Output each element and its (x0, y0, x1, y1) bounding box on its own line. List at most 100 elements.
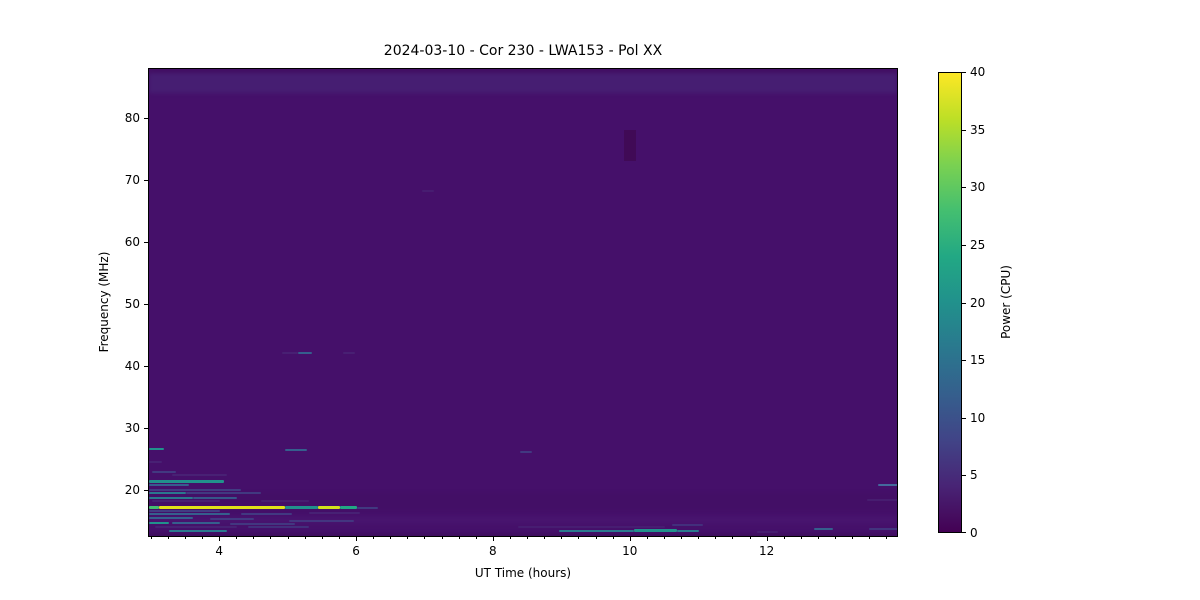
x-minor-tick (681, 537, 683, 539)
rfi-streak (671, 523, 703, 526)
colorbar-tick (962, 187, 966, 189)
rfi-streak (318, 506, 340, 510)
x-minor-tick (424, 537, 426, 539)
x-minor-tick (458, 537, 460, 539)
x-minor-tick (373, 537, 375, 539)
x-minor-tick (698, 537, 700, 539)
rfi-streak (343, 352, 355, 355)
colorbar-tick (962, 129, 966, 131)
x-minor-tick (253, 537, 255, 539)
y-tick-label: 80 (124, 111, 140, 126)
dropout-block (623, 130, 637, 162)
rfi-streak (149, 506, 159, 510)
x-major-tick (766, 537, 768, 541)
x-minor-tick (869, 537, 871, 539)
rfi-streak (285, 506, 319, 510)
rfi-streak (149, 509, 221, 512)
rfi-streak (558, 529, 635, 532)
rfi-streak (519, 450, 532, 453)
x-major-tick (356, 537, 358, 541)
x-minor-tick (321, 537, 323, 539)
x-minor-tick (852, 537, 854, 539)
rfi-streak (866, 499, 897, 502)
x-minor-tick (783, 537, 785, 539)
colorbar-label: Power (CPU) (999, 265, 1013, 339)
rfi-streak (192, 496, 238, 499)
rfi-streak (230, 522, 296, 525)
y-tick-label: 60 (124, 235, 140, 250)
x-minor-tick (732, 537, 734, 539)
rfi-streak (172, 522, 221, 525)
x-minor-tick (749, 537, 751, 539)
rfi-streak (151, 470, 176, 473)
x-minor-tick (544, 537, 546, 539)
rfi-streak (155, 525, 238, 528)
background-band (149, 515, 897, 525)
x-tick-label: 4 (215, 544, 223, 558)
colorbar (938, 72, 962, 533)
colorbar-tick (962, 532, 966, 533)
colorbar-tick (962, 72, 966, 73)
rfi-streak (288, 520, 354, 523)
background-band (149, 533, 897, 536)
y-major-tick (144, 242, 148, 244)
colorbar-tick-label: 15 (970, 353, 986, 368)
rfi-streak (878, 483, 897, 486)
y-major-tick (144, 118, 148, 120)
x-minor-tick (270, 537, 272, 539)
colorbar-tick-label: 5 (970, 468, 978, 483)
rfi-streak (868, 528, 897, 531)
rfi-streak (209, 517, 255, 520)
rfi-streak (149, 480, 224, 484)
y-major-tick (144, 366, 148, 367)
colorbar-tick-label: 20 (970, 295, 986, 310)
colorbar-tick-label: 10 (970, 410, 986, 425)
rfi-streak (149, 496, 193, 499)
rfi-streak (281, 352, 299, 355)
x-minor-tick (184, 537, 186, 539)
x-minor-tick (800, 537, 802, 539)
x-minor-tick (509, 537, 511, 539)
rfi-streak (149, 448, 165, 451)
colorbar-tick (962, 417, 966, 419)
rfi-streak (677, 529, 700, 532)
x-minor-tick (595, 537, 597, 539)
rfi-streak (298, 352, 312, 355)
y-tick-label: 50 (124, 297, 140, 312)
chart-title: 2024-03-10 - Cor 230 - LWA153 - Pol XX (383, 43, 663, 59)
y-major-tick (144, 489, 148, 491)
x-minor-tick (715, 537, 717, 539)
y-major-tick (144, 304, 148, 306)
colorbar-tick (962, 475, 966, 477)
x-minor-tick (236, 537, 238, 539)
x-minor-tick (527, 537, 529, 539)
x-major-tick (629, 537, 631, 541)
x-minor-tick (441, 537, 443, 539)
x-minor-tick (150, 537, 152, 539)
rfi-streak (261, 500, 310, 503)
rfi-streak (149, 488, 241, 491)
x-minor-tick (304, 537, 306, 539)
rfi-streak (285, 449, 308, 452)
rfi-streak (149, 512, 231, 515)
x-minor-tick (886, 537, 888, 539)
background-band (149, 69, 897, 73)
rfi-streak (149, 484, 190, 487)
x-tick-label: 8 (489, 544, 497, 558)
background-band (149, 72, 897, 94)
rfi-streak (634, 529, 678, 533)
rfi-streak (151, 500, 221, 503)
rfi-streak (814, 528, 833, 531)
y-axis-label: Frequency (MHz) (97, 251, 111, 353)
x-minor-tick (663, 537, 665, 539)
y-tick-label: 30 (124, 420, 140, 435)
x-minor-tick (646, 537, 648, 539)
x-tick-label: 10 (622, 544, 638, 558)
rfi-streak (149, 461, 162, 464)
colorbar-tick-label: 25 (970, 237, 986, 252)
x-minor-tick (578, 537, 580, 539)
x-major-tick (492, 537, 494, 541)
rfi-streak (168, 530, 227, 533)
rfi-streak (172, 473, 227, 476)
heatmap-plot-area (148, 68, 898, 537)
